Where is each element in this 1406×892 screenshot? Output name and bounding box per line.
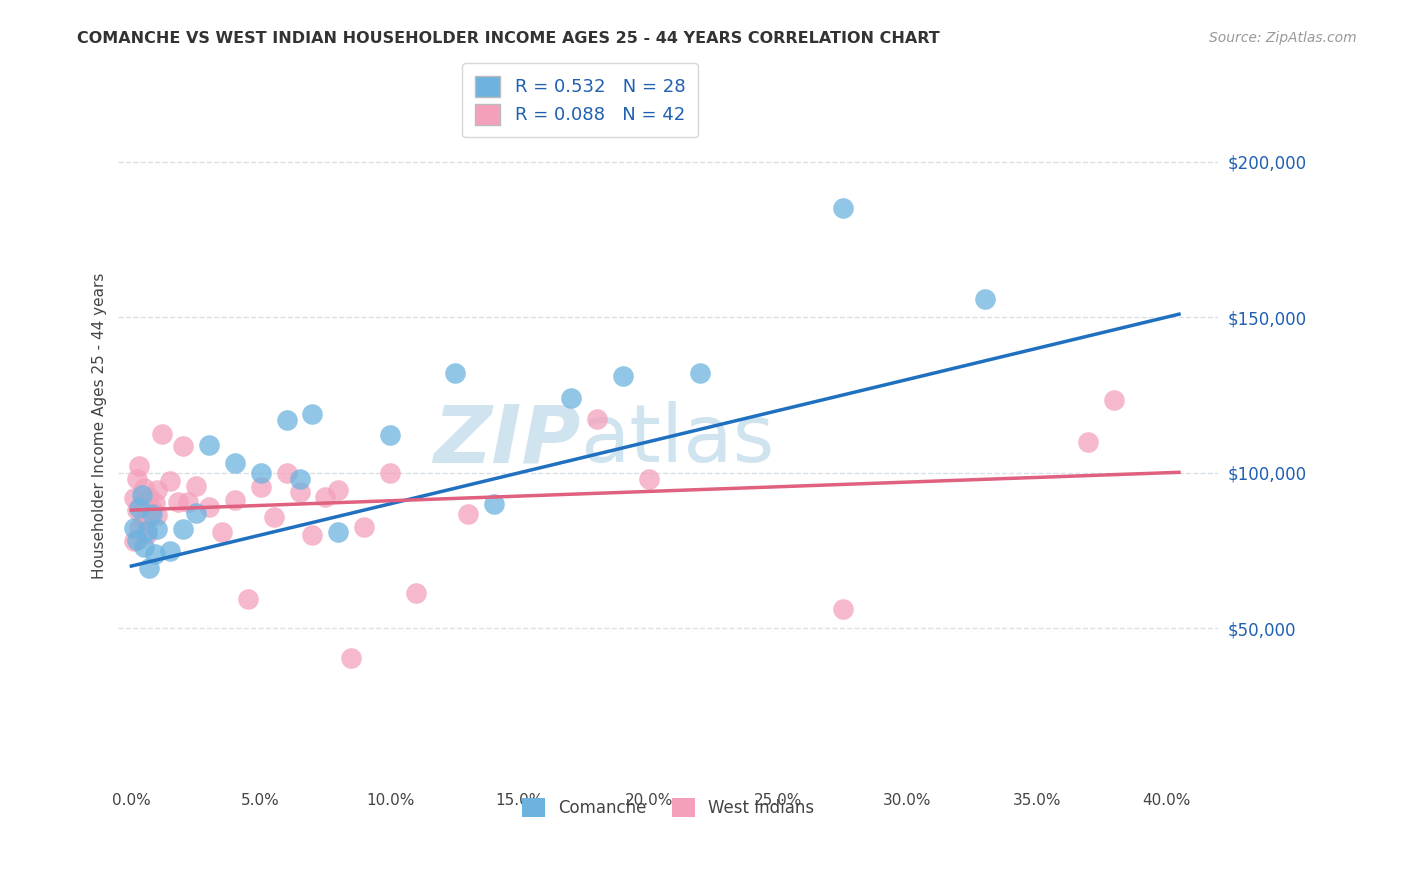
Legend: Comanche, West Indians: Comanche, West Indians	[513, 789, 823, 825]
Point	[177, 495, 200, 509]
Point	[560, 391, 582, 405]
Point	[211, 524, 233, 539]
Point	[443, 366, 465, 380]
Point	[301, 407, 323, 421]
Point	[125, 472, 148, 486]
Point	[143, 496, 166, 510]
Point	[146, 483, 169, 498]
Text: atlas: atlas	[581, 401, 775, 479]
Point	[353, 519, 375, 533]
Point	[141, 502, 163, 516]
Point	[314, 490, 336, 504]
Point	[152, 427, 174, 442]
Point	[1104, 392, 1126, 407]
Point	[159, 543, 181, 558]
Point	[131, 496, 153, 510]
Point	[249, 466, 271, 480]
Text: ZIP: ZIP	[433, 401, 581, 479]
Point	[198, 500, 221, 515]
Point	[340, 650, 363, 665]
Point	[1077, 434, 1099, 449]
Point	[586, 411, 609, 425]
Y-axis label: Householder Income Ages 25 - 44 years: Householder Income Ages 25 - 44 years	[93, 273, 107, 579]
Point	[146, 522, 169, 536]
Point	[689, 366, 711, 380]
Point	[128, 521, 150, 535]
Point	[143, 547, 166, 561]
Point	[131, 488, 153, 502]
Point	[198, 438, 221, 452]
Point	[637, 472, 659, 486]
Point	[263, 510, 285, 524]
Text: Source: ZipAtlas.com: Source: ZipAtlas.com	[1209, 31, 1357, 45]
Point	[378, 466, 401, 480]
Point	[125, 533, 148, 547]
Point	[141, 508, 163, 522]
Point	[612, 369, 634, 384]
Point	[172, 522, 194, 536]
Point	[831, 202, 853, 216]
Point	[288, 484, 311, 499]
Point	[328, 483, 350, 498]
Point	[146, 508, 169, 523]
Point	[224, 493, 246, 508]
Point	[482, 497, 505, 511]
Point	[138, 490, 160, 504]
Point	[122, 534, 145, 549]
Point	[172, 439, 194, 453]
Point	[134, 541, 156, 555]
Point	[301, 527, 323, 541]
Point	[974, 292, 997, 306]
Point	[378, 428, 401, 442]
Point	[184, 479, 207, 493]
Point	[457, 507, 479, 521]
Point	[405, 586, 427, 600]
Point	[249, 480, 271, 494]
Point	[831, 602, 853, 616]
Point	[135, 524, 157, 539]
Point	[236, 592, 259, 607]
Point	[128, 501, 150, 516]
Point	[128, 459, 150, 474]
Point	[184, 506, 207, 520]
Text: COMANCHE VS WEST INDIAN HOUSEHOLDER INCOME AGES 25 - 44 YEARS CORRELATION CHART: COMANCHE VS WEST INDIAN HOUSEHOLDER INCO…	[77, 31, 941, 46]
Point	[159, 474, 181, 488]
Point	[134, 481, 156, 495]
Point	[276, 413, 298, 427]
Point	[167, 495, 190, 509]
Point	[328, 524, 350, 539]
Point	[122, 521, 145, 535]
Point	[135, 527, 157, 541]
Point	[125, 503, 148, 517]
Point	[134, 512, 156, 526]
Point	[224, 457, 246, 471]
Point	[122, 491, 145, 505]
Point	[276, 467, 298, 481]
Point	[138, 561, 160, 575]
Point	[288, 472, 311, 486]
